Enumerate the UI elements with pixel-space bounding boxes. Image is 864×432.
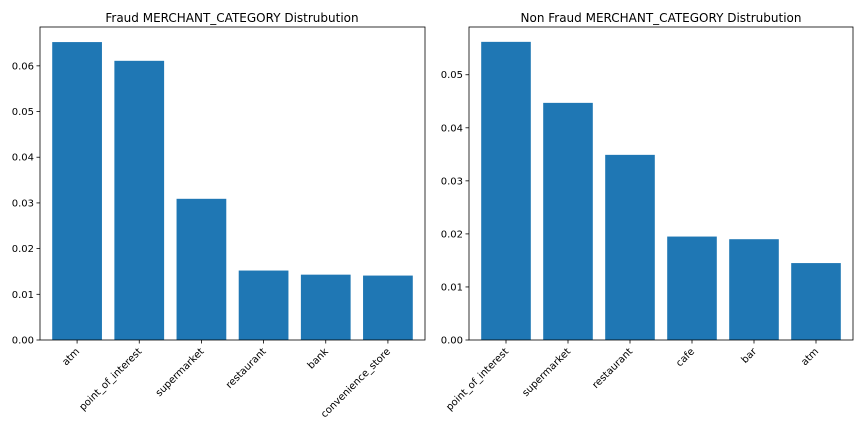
fraud-bar-supermarket	[176, 198, 227, 340]
fraud-xtick-label: bank	[306, 346, 331, 371]
non-fraud-ytick-label: 0.01	[441, 282, 463, 293]
fraud-ytick-label: 0.06	[12, 61, 34, 72]
non-fraud-chart: Non Fraud MERCHANT_CATEGORY Distrubution…	[441, 11, 854, 413]
fraud-plot-area: 0.00 0.01 0.02 0.03 0.04 0.05 0.06 atmpoint_of_…	[12, 26, 426, 420]
non-fraud-bar-point_of_interest	[481, 41, 531, 340]
fraud-bar-restaurant	[238, 270, 289, 340]
non-fraud-chart-title: Non Fraud MERCHANT_CATEGORY Distrubution	[521, 11, 802, 25]
non-fraud-bar-bar	[729, 239, 779, 340]
fraud-axes-frame	[39, 26, 426, 341]
fraud-ytick-label: 0.04	[12, 153, 34, 164]
non-fraud-ytick-label: 0.04	[441, 123, 463, 134]
non-fraud-bar-supermarket	[543, 102, 593, 341]
non-fraud-ytick-label: 0.05	[441, 70, 463, 81]
fraud-bar-bank	[300, 274, 351, 340]
non-fraud-bar-atm	[791, 263, 841, 340]
fraud-chart-title: Fraud MERCHANT_CATEGORY Distrubution	[105, 11, 358, 25]
non-fraud-axes-frame	[468, 26, 854, 341]
fraud-xtick-label: convenience_store	[319, 346, 393, 420]
fraud-bar-point_of_interest	[114, 60, 165, 340]
fraud-chart: Fraud MERCHANT_CATEGORY Distrubution 0.0…	[12, 11, 426, 420]
non-fraud-xtick-label: restaurant	[590, 346, 635, 391]
non-fraud-ytick-label: 0.00	[441, 336, 463, 347]
fraud-xtick-label: supermarket	[154, 346, 207, 399]
non-fraud-xtick-label: atm	[799, 346, 821, 368]
fraud-bar-convenience_store	[363, 275, 413, 340]
non-fraud-ytick-label: 0.02	[441, 229, 463, 240]
fraud-xtick-label: restaurant	[224, 346, 269, 391]
fraud-bar-atm	[52, 42, 102, 341]
fraud-ytick-label: 0.02	[12, 244, 34, 255]
fraud-xtick-label: atm	[60, 346, 82, 368]
non-fraud-bar-restaurant	[605, 154, 655, 340]
non-fraud-xtick-label: cafe	[674, 346, 697, 369]
non-fraud-plot-area: 0.00 0.01 0.02 0.03 0.04 0.05 point_of_interes…	[441, 26, 854, 413]
fraud-ytick-label: 0.03	[12, 198, 34, 209]
fraud-ytick-label: 0.05	[12, 107, 34, 118]
non-fraud-xtick-label: supermarket	[520, 346, 573, 399]
non-fraud-ytick-label: 0.03	[441, 176, 463, 187]
non-fraud-xtick-label: bar	[740, 346, 760, 366]
non-fraud-bar-cafe	[667, 236, 717, 340]
non-fraud-xtick-label: point_of_interest	[444, 346, 511, 413]
fraud-ytick-label: 0.00	[12, 336, 34, 347]
fraud-xtick-label: point_of_interest	[78, 346, 145, 413]
fraud-ytick-label: 0.01	[12, 290, 34, 301]
